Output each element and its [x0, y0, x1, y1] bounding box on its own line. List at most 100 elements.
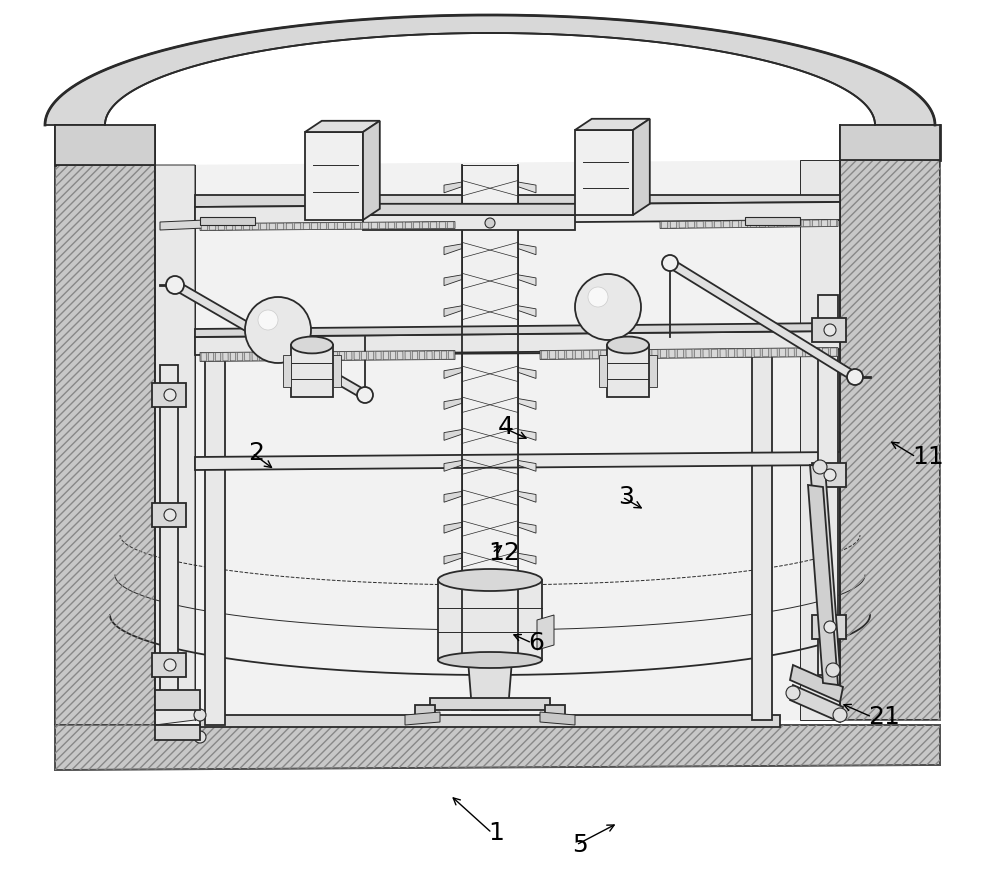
- Polygon shape: [55, 725, 940, 770]
- Polygon shape: [830, 219, 837, 227]
- Polygon shape: [390, 351, 396, 359]
- Polygon shape: [208, 353, 214, 361]
- Polygon shape: [814, 348, 820, 357]
- Polygon shape: [754, 349, 760, 357]
- Polygon shape: [558, 350, 564, 358]
- Polygon shape: [660, 219, 838, 228]
- Circle shape: [164, 389, 176, 401]
- Polygon shape: [215, 337, 762, 347]
- Polygon shape: [278, 223, 284, 229]
- Polygon shape: [160, 220, 205, 230]
- Polygon shape: [152, 653, 186, 677]
- Polygon shape: [694, 350, 701, 358]
- Polygon shape: [737, 349, 743, 357]
- Circle shape: [588, 287, 608, 307]
- Polygon shape: [155, 725, 200, 740]
- Polygon shape: [745, 217, 800, 225]
- Polygon shape: [310, 352, 316, 360]
- Circle shape: [194, 731, 206, 743]
- Polygon shape: [724, 221, 730, 227]
- Polygon shape: [652, 350, 658, 358]
- Polygon shape: [200, 715, 780, 727]
- Ellipse shape: [438, 569, 542, 591]
- Polygon shape: [195, 452, 840, 470]
- Polygon shape: [438, 580, 542, 660]
- Polygon shape: [462, 165, 518, 660]
- Polygon shape: [441, 351, 447, 359]
- Ellipse shape: [438, 652, 542, 668]
- Polygon shape: [444, 522, 462, 533]
- Polygon shape: [812, 318, 846, 342]
- Circle shape: [824, 621, 836, 633]
- Polygon shape: [643, 350, 649, 358]
- Polygon shape: [804, 220, 810, 227]
- Ellipse shape: [607, 336, 649, 353]
- Polygon shape: [431, 222, 437, 228]
- Polygon shape: [195, 195, 840, 207]
- Polygon shape: [537, 615, 554, 650]
- Circle shape: [194, 709, 206, 721]
- Polygon shape: [152, 503, 186, 527]
- Polygon shape: [444, 584, 462, 595]
- Circle shape: [164, 659, 176, 671]
- Polygon shape: [195, 202, 840, 225]
- Polygon shape: [354, 223, 360, 229]
- Polygon shape: [305, 120, 380, 132]
- Polygon shape: [388, 222, 394, 228]
- Circle shape: [833, 708, 847, 722]
- Polygon shape: [686, 350, 692, 358]
- Polygon shape: [296, 352, 301, 360]
- Polygon shape: [444, 429, 462, 441]
- Polygon shape: [468, 660, 512, 710]
- Polygon shape: [405, 351, 410, 359]
- Text: 11: 11: [912, 445, 944, 469]
- Polygon shape: [444, 182, 462, 193]
- Polygon shape: [320, 223, 326, 229]
- Polygon shape: [677, 350, 684, 358]
- Polygon shape: [449, 351, 454, 359]
- Circle shape: [357, 387, 373, 403]
- Polygon shape: [252, 223, 258, 230]
- Polygon shape: [354, 351, 359, 360]
- Polygon shape: [439, 222, 445, 228]
- Text: 6: 6: [528, 631, 544, 655]
- Circle shape: [662, 255, 678, 271]
- Polygon shape: [795, 220, 801, 227]
- Polygon shape: [518, 398, 536, 410]
- Polygon shape: [518, 646, 536, 657]
- Polygon shape: [668, 259, 857, 381]
- Polygon shape: [729, 349, 735, 358]
- Polygon shape: [444, 646, 462, 657]
- Polygon shape: [812, 463, 846, 487]
- Polygon shape: [363, 222, 369, 229]
- Polygon shape: [434, 351, 439, 359]
- Polygon shape: [518, 336, 536, 348]
- Polygon shape: [697, 221, 703, 227]
- Polygon shape: [771, 349, 777, 357]
- Polygon shape: [291, 345, 333, 397]
- Polygon shape: [601, 350, 607, 358]
- Polygon shape: [800, 160, 840, 720]
- Polygon shape: [444, 213, 462, 224]
- Polygon shape: [444, 460, 462, 472]
- Polygon shape: [545, 705, 565, 720]
- Polygon shape: [518, 244, 536, 255]
- Polygon shape: [227, 224, 233, 230]
- Polygon shape: [201, 353, 206, 361]
- Polygon shape: [518, 429, 536, 441]
- Polygon shape: [230, 353, 235, 361]
- Polygon shape: [371, 222, 377, 229]
- Circle shape: [245, 297, 311, 363]
- Text: 5: 5: [572, 833, 588, 857]
- Polygon shape: [649, 356, 657, 387]
- Polygon shape: [660, 350, 666, 358]
- Polygon shape: [584, 350, 590, 358]
- Polygon shape: [575, 130, 633, 215]
- Polygon shape: [444, 553, 462, 564]
- Polygon shape: [518, 460, 536, 472]
- Polygon shape: [752, 337, 772, 720]
- Polygon shape: [412, 351, 418, 359]
- Polygon shape: [808, 485, 838, 685]
- Polygon shape: [405, 222, 411, 228]
- Polygon shape: [768, 220, 774, 227]
